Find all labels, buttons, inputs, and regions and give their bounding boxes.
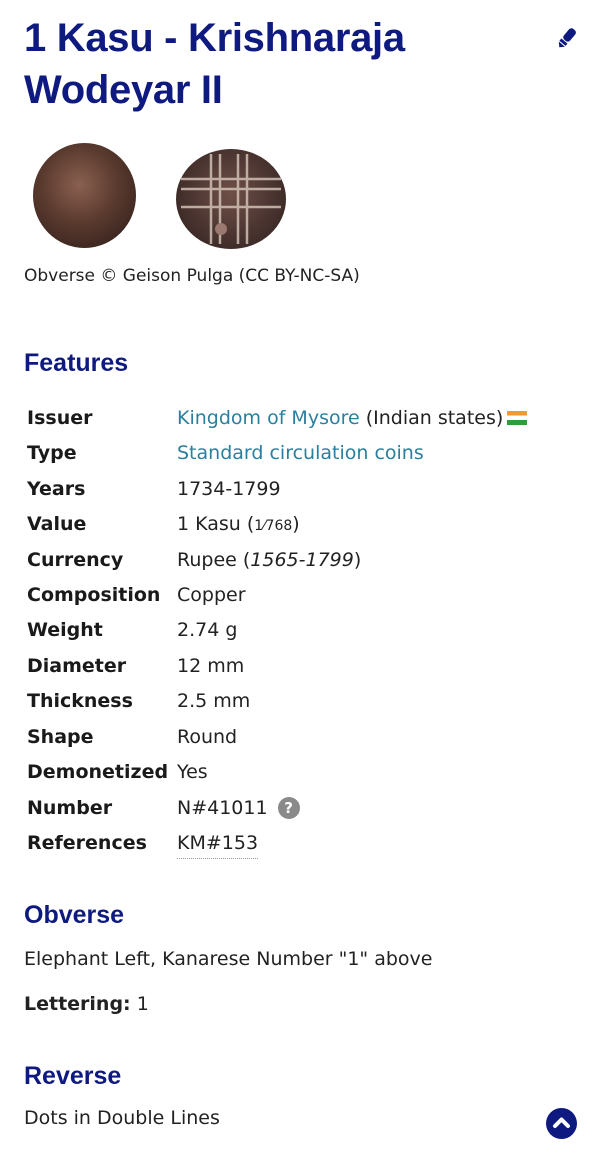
feature-label: Number <box>27 797 113 819</box>
feature-label: Weight <box>27 619 103 641</box>
scroll-to-top-button[interactable] <box>546 1108 577 1139</box>
coin-obverse-image[interactable] <box>33 143 136 248</box>
feature-label: Composition <box>27 584 161 606</box>
feature-label: References <box>27 832 147 854</box>
value-close: ) <box>292 513 300 535</box>
feature-label: Issuer <box>27 407 93 429</box>
type-link[interactable]: Standard circulation coins <box>177 442 424 464</box>
feature-label: Thickness <box>27 690 133 712</box>
feature-value: Round <box>177 726 238 748</box>
india-flag-icon <box>507 411 528 425</box>
obverse-description: Elephant Left, Kanarese Number "1" above <box>24 948 433 970</box>
image-caption: Obverse © Geison Pulga (CC BY-NC-SA) <box>24 266 360 286</box>
feature-value: N#41011 <box>177 797 268 819</box>
currency-main: Rupee ( <box>177 549 251 571</box>
obverse-heading: Obverse <box>24 901 125 929</box>
obverse-lettering: Lettering: 1 <box>24 993 149 1015</box>
feature-label: Type <box>27 442 77 464</box>
feature-label: Currency <box>27 549 124 571</box>
feature-label: Demonetized <box>27 761 169 783</box>
lettering-label: Lettering: <box>24 993 131 1015</box>
features-heading: Features <box>24 349 129 377</box>
feature-value: 1734-1799 <box>177 478 281 500</box>
feature-value: Yes <box>177 761 208 783</box>
currency-close: ) <box>353 549 362 571</box>
feature-value: Copper <box>177 584 246 606</box>
chevron-up-icon <box>553 1117 570 1128</box>
feature-label: Shape <box>27 726 94 748</box>
edit-pencil-icon[interactable] <box>556 26 578 50</box>
reference-abbr[interactable]: KM#153 <box>177 828 259 859</box>
feature-value: 2.5 mm <box>177 690 251 712</box>
feature-value: 12 mm <box>177 655 245 677</box>
reverse-heading: Reverse <box>24 1062 122 1090</box>
issuer-link[interactable]: Kingdom of Mysore <box>177 407 360 429</box>
help-icon[interactable]: ? <box>277 797 300 819</box>
value-fraction: 1⁄768 <box>254 518 293 534</box>
feature-label: Value <box>27 513 87 535</box>
coin-reverse-image[interactable] <box>176 149 286 249</box>
feature-label: Years <box>27 478 86 500</box>
page-title: 1 Kasu - Krishnaraja Wodeyar II <box>24 16 405 112</box>
lettering-value: 1 <box>130 993 149 1015</box>
issuer-suffix: (Indian states) <box>359 407 504 429</box>
value-main: 1 Kasu ( <box>177 513 255 535</box>
feature-label: Diameter <box>27 655 127 677</box>
feature-value: 2.74 g <box>177 619 238 641</box>
reverse-description: Dots in Double Lines <box>24 1107 220 1129</box>
currency-period: 1565-1799 <box>250 549 354 571</box>
